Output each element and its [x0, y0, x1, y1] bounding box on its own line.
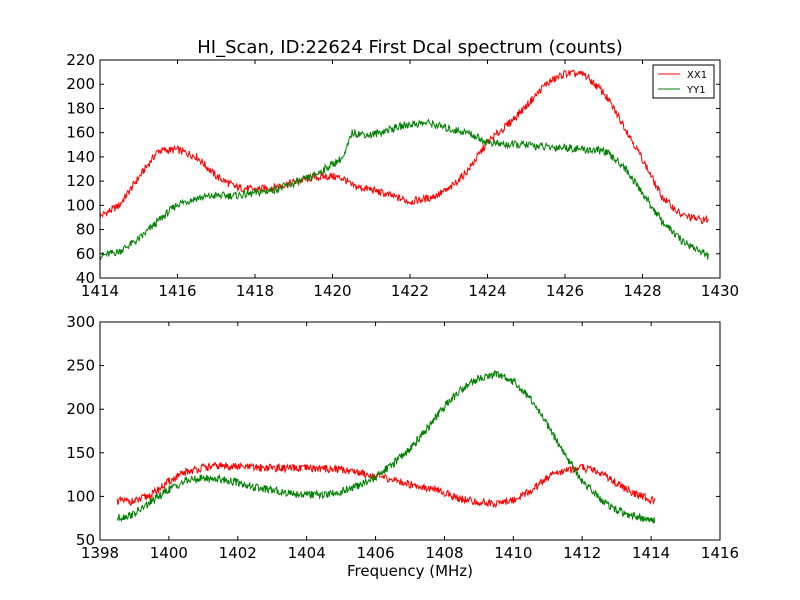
x-tick-label: 1402 — [219, 544, 257, 562]
figure-title: HI_Scan, ID:22624 First Dcal spectrum (c… — [197, 37, 622, 58]
x-axis-label: Frequency (MHz) — [347, 562, 473, 580]
legend-label-xx1: XX1 — [687, 70, 707, 81]
y-tick-label: 180 — [66, 99, 95, 117]
y-tick-label: 40 — [76, 269, 95, 287]
y-tick-label: 140 — [66, 148, 95, 166]
y-tick-label: 250 — [66, 357, 95, 375]
y-tick-label: 80 — [76, 221, 95, 239]
x-tick-label: 1416 — [158, 282, 196, 300]
y-tick-label: 200 — [66, 400, 95, 418]
series-line-xx1 — [100, 69, 709, 225]
x-tick-label: 1428 — [623, 282, 661, 300]
y-tick-label: 300 — [66, 313, 95, 331]
x-tick-label: 1408 — [425, 544, 463, 562]
series-line-xx1 — [116, 461, 656, 509]
series-line-yy1 — [100, 118, 709, 261]
plot-area-1 — [116, 370, 656, 524]
x-tick-label: 1420 — [313, 282, 351, 300]
plot-area-0 — [100, 69, 709, 261]
y-tick-label: 220 — [66, 51, 95, 69]
top-panel: 1414 1416 1418 1420 1422 1424 1426 1428 1430 40 60… — [66, 51, 739, 300]
x-tick-label: 1416 — [701, 544, 739, 562]
y-tick-label: 150 — [66, 444, 95, 462]
x-tick-label: 1426 — [546, 282, 584, 300]
x-tick-label: 1406 — [356, 544, 394, 562]
axes-frame — [99, 321, 721, 541]
y-tick-label: 100 — [66, 487, 95, 505]
x-tick-label: 1412 — [563, 544, 601, 562]
x-tick-label: 1418 — [236, 282, 274, 300]
bottom-panel: 1398 1400 1402 1404 1406 1408 1410 1412 1414 1416… — [66, 313, 739, 580]
x-tick-label: 1398 — [81, 544, 119, 562]
x-tick-label: 1414 — [81, 282, 119, 300]
y-tick-label: 160 — [66, 124, 95, 142]
x-tick-label: 1404 — [288, 544, 326, 562]
x-tick-label: 1400 — [150, 544, 188, 562]
x-tick-label: 1430 — [701, 282, 739, 300]
legend-box — [652, 64, 715, 99]
y-tick-label: 100 — [66, 196, 95, 214]
y-tick-label: 50 — [76, 531, 95, 549]
y-tick-label: 60 — [76, 245, 95, 263]
x-tick-label: 1410 — [494, 544, 532, 562]
legend-label-yy1: YY1 — [686, 85, 706, 96]
x-tick-label: 1424 — [468, 282, 506, 300]
y-tick-label: 200 — [66, 75, 95, 93]
x-tick-label: 1414 — [632, 544, 670, 562]
series-line-yy1 — [116, 370, 656, 524]
y-tick-label: 120 — [66, 172, 95, 190]
x-tick-label: 1422 — [391, 282, 429, 300]
